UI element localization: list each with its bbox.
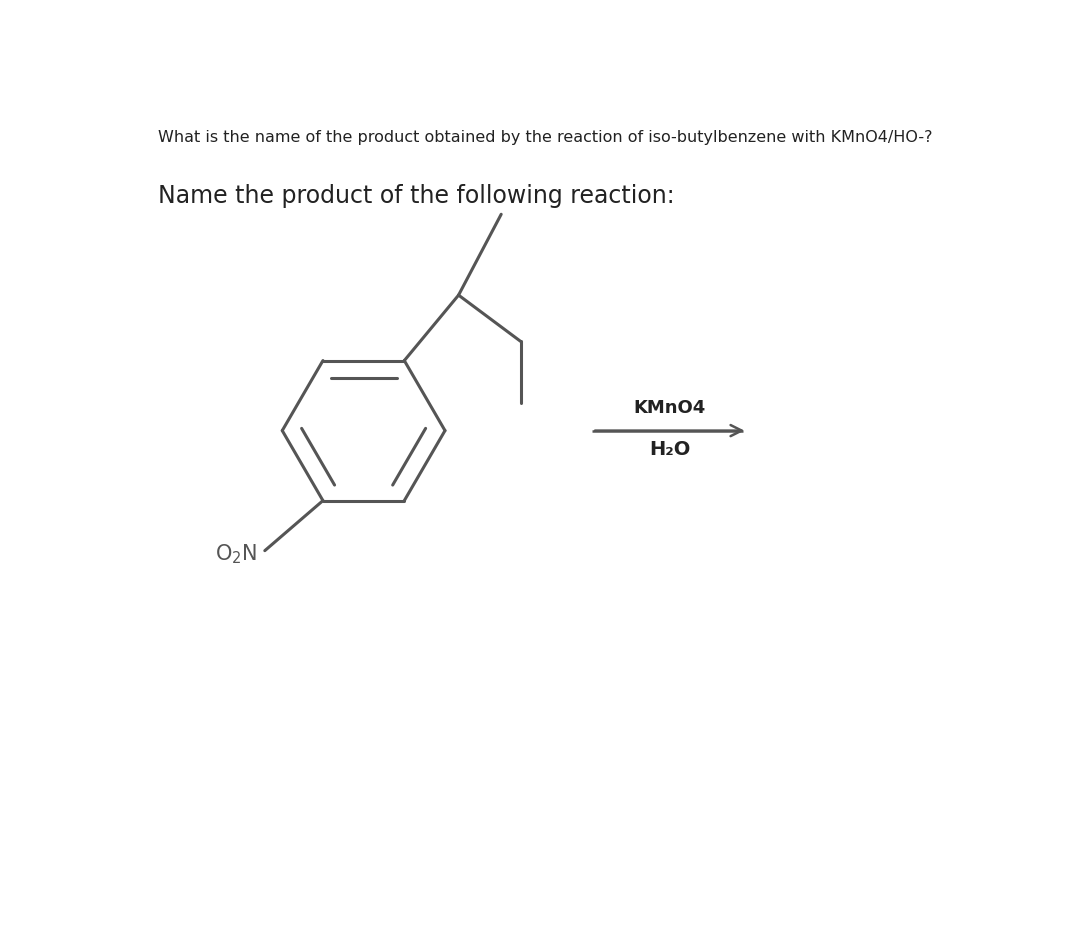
Text: H₂O: H₂O [649, 439, 690, 458]
Text: O$_2$N: O$_2$N [215, 543, 257, 566]
Text: Name the product of the following reaction:: Name the product of the following reacti… [159, 184, 675, 208]
Text: KMnO4: KMnO4 [634, 398, 706, 417]
Text: What is the name of the product obtained by the reaction of iso-butylbenzene wit: What is the name of the product obtained… [159, 130, 933, 146]
